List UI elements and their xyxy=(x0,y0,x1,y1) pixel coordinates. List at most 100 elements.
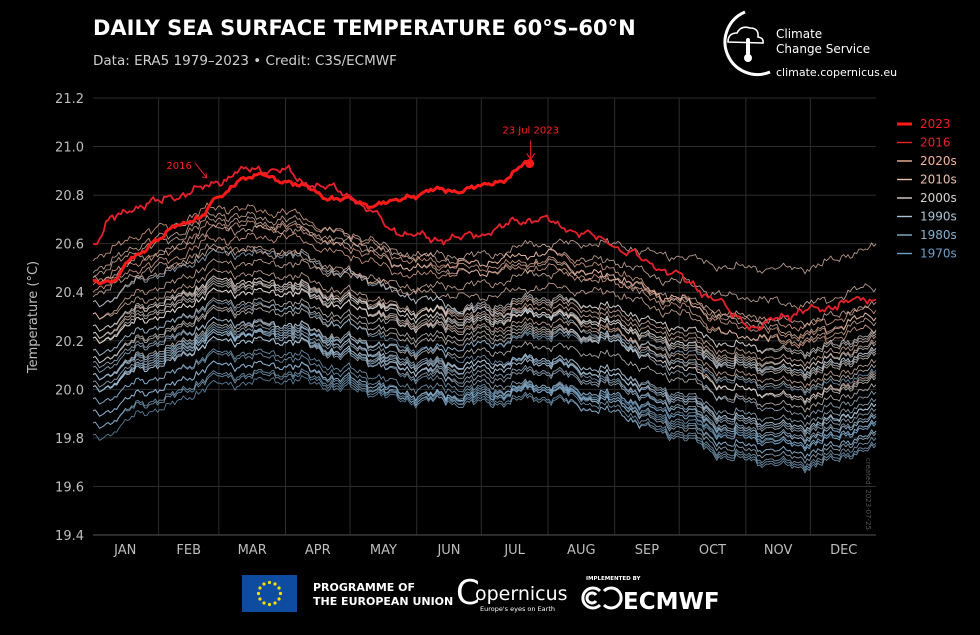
series-line-2019 xyxy=(92,210,877,310)
legend-label-2010s: 2010s xyxy=(920,173,957,187)
y-tick-label: 20.0 xyxy=(55,383,84,398)
eu-star xyxy=(258,586,262,590)
series-line-1983 xyxy=(92,299,877,450)
grid xyxy=(93,97,876,536)
ecmwf-logo: IMPLEMENTED BY ECMWF xyxy=(581,576,720,615)
series-line-1998 xyxy=(92,248,877,420)
legend-label-2023: 2023 xyxy=(920,117,951,131)
y-axis-label: Temperature (°C) xyxy=(26,261,41,374)
c3s-name-line1: Climate xyxy=(776,27,822,41)
y-tick-label: 20.6 xyxy=(55,238,84,253)
annotations: 2016 23 Jul 2023 xyxy=(166,125,559,179)
x-tick-label: AUG xyxy=(567,543,595,558)
eu-star xyxy=(273,582,277,586)
thermometer-icon xyxy=(746,38,750,56)
eu-stars-icon xyxy=(256,580,283,607)
x-tick-label: MAR xyxy=(238,543,267,558)
thermometer-bulb-icon xyxy=(744,54,752,62)
latest-point-marker xyxy=(525,159,535,169)
highlight-series-group xyxy=(92,159,877,331)
eu-programme-line1: PROGRAMME OF xyxy=(313,581,415,594)
chart-subtitle: Data: ERA5 1979–2023 • Credit: C3S/ECMWF xyxy=(93,53,397,69)
series-line-2018 xyxy=(92,243,877,347)
series-line-1979 xyxy=(92,375,877,452)
chart-title: DAILY SEA SURFACE TEMPERATURE 60°S–60°N xyxy=(93,16,636,40)
annotation-2016-arrowhead xyxy=(201,172,208,179)
y-tick-label: 21.0 xyxy=(55,141,84,156)
y-tick-label: 19.6 xyxy=(55,480,84,495)
eu-star xyxy=(273,601,277,605)
series-line-1992 xyxy=(92,316,877,464)
c3s-circle-icon xyxy=(723,10,771,76)
series-line-2015 xyxy=(92,224,877,284)
series-group xyxy=(92,202,877,474)
x-tick-label: DEC xyxy=(830,543,857,558)
eu-star xyxy=(267,580,272,585)
series-line-2023 xyxy=(92,159,531,286)
eu-star xyxy=(262,601,266,605)
eu-programme-line2: THE EUROPEAN UNION xyxy=(313,595,453,608)
y-tick-label: 19.4 xyxy=(55,529,84,544)
x-tick-label: FEB xyxy=(176,543,201,558)
c3s-logo: Climate Change Service climate.copernicu… xyxy=(723,10,897,79)
eu-star xyxy=(267,602,272,607)
copernicus-tagline: Europe's eyes on Earth xyxy=(480,605,555,613)
annotation-latest-date: 23 Jul 2023 xyxy=(502,125,559,136)
series-line-2017 xyxy=(92,214,877,339)
series-line-2014 xyxy=(92,258,877,328)
series-line-2002 xyxy=(92,282,877,360)
footer: PROGRAMME OF THE EUROPEAN UNION C operni… xyxy=(242,573,720,615)
series-line-1987 xyxy=(92,326,877,396)
y-tick-label: 20.4 xyxy=(55,286,84,301)
x-tick-label: JAN xyxy=(113,543,136,558)
legend-label-2000s: 2000s xyxy=(920,191,957,205)
eu-star xyxy=(278,591,283,596)
x-tick-label: JUL xyxy=(503,543,525,558)
c3s-name-line2: Change Service xyxy=(776,42,870,56)
x-tick-label: APR xyxy=(305,543,331,558)
copernicus-c-letter: C xyxy=(456,573,480,613)
ecmwf-mark-icon xyxy=(581,586,623,610)
eu-star xyxy=(258,597,262,601)
x-axis-ticks: JAN FEB MAR APR MAY JUN JUL AUG SEP OCT NOV DEC xyxy=(113,543,857,558)
copernicus-logo: C opernicus Europe's eyes on Earth xyxy=(456,573,568,613)
series-line-2006 xyxy=(92,297,877,372)
x-tick-label: NOV xyxy=(764,543,793,558)
annotation-2016: 2016 xyxy=(166,161,191,172)
eu-star xyxy=(277,586,281,590)
eu-star xyxy=(277,597,281,601)
c3s-url[interactable]: climate.copernicus.eu xyxy=(776,66,897,79)
y-tick-label: 20.8 xyxy=(55,189,84,204)
series-line-1984 xyxy=(92,350,877,474)
y-axis-ticks: 19.4 19.6 19.8 20.0 20.2 20.4 20.6 20.8 21.0 21.2 xyxy=(55,92,84,544)
x-tick-label: JUN xyxy=(436,543,460,558)
created-stamp: created: 2023-07-25 xyxy=(864,458,872,530)
annotation-latest-arrowhead xyxy=(526,153,536,161)
ecmwf-name: ECMWF xyxy=(623,589,720,615)
annotation-2016-arrow xyxy=(194,162,208,179)
series-line-2020 xyxy=(92,202,877,332)
series-line-2000 xyxy=(92,320,877,413)
x-tick-label: SEP xyxy=(635,543,659,558)
x-tick-label: MAY xyxy=(370,543,397,558)
legend-label-1990s: 1990s xyxy=(920,210,957,224)
series-line-1990 xyxy=(92,328,877,428)
series-line-2003 xyxy=(92,275,877,377)
series-line-1980 xyxy=(92,348,877,459)
series-line-2007 xyxy=(92,277,877,403)
series-line-2001 xyxy=(92,303,877,394)
series-line-2016 xyxy=(92,164,877,331)
series-line-1988 xyxy=(92,326,877,469)
legend-label-2016: 2016 xyxy=(920,136,951,150)
y-tick-label: 20.2 xyxy=(55,335,84,350)
eu-flag xyxy=(242,575,297,612)
eu-star xyxy=(256,591,261,596)
y-tick-label: 19.8 xyxy=(55,432,84,447)
eu-star xyxy=(262,582,266,586)
implemented-by-label: IMPLEMENTED BY xyxy=(586,576,642,582)
legend-label-2020s: 2020s xyxy=(920,154,957,168)
cloud-icon xyxy=(727,26,764,44)
legend-label-1980s: 1980s xyxy=(920,228,957,242)
series-line-2013 xyxy=(92,268,877,372)
